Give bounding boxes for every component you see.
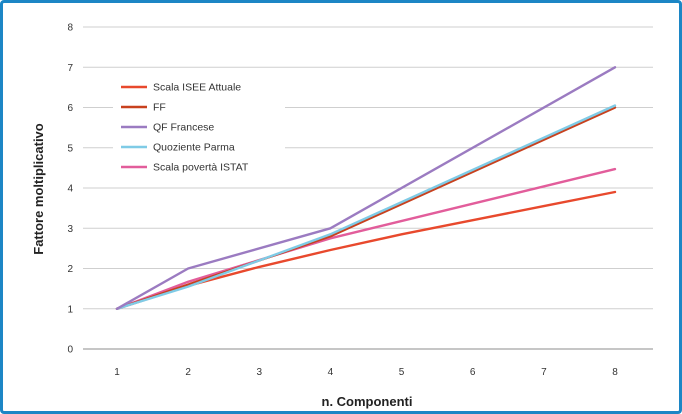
series-lines: [115, 66, 617, 310]
x-tick-label: 3: [257, 367, 263, 378]
x-axis-title: n. Componenti: [322, 394, 413, 409]
x-tick-label: 6: [470, 367, 476, 378]
legend-label: FF: [153, 102, 166, 114]
x-tick-label: 2: [185, 367, 191, 378]
y-tick-label: 0: [67, 345, 73, 356]
x-tick-label: 4: [328, 367, 334, 378]
y-tick-label: 6: [67, 103, 73, 114]
x-tick-label: 8: [612, 367, 618, 378]
legend-background: [113, 73, 285, 177]
y-tick-label: 5: [67, 143, 73, 154]
y-tick-label: 1: [67, 304, 73, 315]
y-tick-label: 4: [67, 184, 73, 195]
legend-label: Scala ISEE Attuale: [153, 82, 241, 94]
y-tick-label: 7: [67, 63, 73, 74]
y-tick-label: 8: [67, 23, 73, 34]
x-tick-label: 1: [114, 367, 120, 378]
y-tick-label: 3: [67, 224, 73, 235]
legend-label: Scala povertà ISTAT: [153, 162, 249, 174]
series-line-scala-povert-istat: [115, 167, 617, 310]
line-chart: 0 1 2 3 4 5 6 7 8 1 2 3 4 5 6 7 8 Scala ISEE Attuale FF Q…: [31, 23, 653, 409]
y-tick-labels: 0 1 2 3 4 5 6 7 8: [67, 23, 73, 356]
series-line-quoziente-parma: [115, 104, 617, 310]
series-line-qf-francese: [115, 66, 617, 310]
x-tick-labels: 1 2 3 4 5 6 7 8: [114, 367, 618, 378]
y-axis-title: Fattore moltiplicativo: [31, 123, 46, 255]
legend-label: Quoziente Parma: [153, 142, 235, 154]
x-tick-label: 7: [541, 367, 547, 378]
y-tick-label: 2: [67, 264, 73, 275]
x-tick-label: 5: [399, 367, 405, 378]
legend: Scala ISEE Attuale FF QF Francese Quoziente…: [113, 73, 285, 177]
legend-label: QF Francese: [153, 122, 214, 134]
